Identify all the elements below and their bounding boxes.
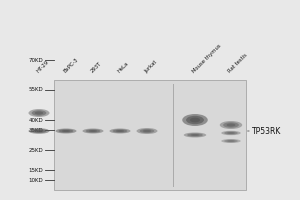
FancyBboxPatch shape [54,80,246,190]
Text: 40KD: 40KD [29,117,44,122]
Ellipse shape [224,140,238,142]
Text: TP53RK: TP53RK [248,127,281,136]
Ellipse shape [28,109,50,117]
Ellipse shape [136,128,158,134]
Ellipse shape [59,129,73,133]
Ellipse shape [184,132,206,138]
Ellipse shape [32,129,46,133]
Text: 15KD: 15KD [29,168,44,172]
Ellipse shape [227,132,235,134]
Ellipse shape [82,129,103,134]
Text: Rat testis: Rat testis [227,53,249,74]
Ellipse shape [190,118,200,122]
Ellipse shape [28,128,50,134]
Ellipse shape [187,133,203,137]
Text: 70KD: 70KD [29,58,44,62]
Ellipse shape [143,130,151,132]
Ellipse shape [113,129,127,133]
Ellipse shape [224,131,238,135]
Text: 55KD: 55KD [29,87,44,92]
Text: 25KD: 25KD [29,148,44,152]
Ellipse shape [89,130,97,132]
Text: HT-29: HT-29 [35,60,50,74]
Ellipse shape [56,129,76,134]
Ellipse shape [186,116,204,124]
Text: 10KD: 10KD [29,178,44,182]
Ellipse shape [220,121,242,129]
Ellipse shape [62,130,70,132]
Ellipse shape [227,140,235,142]
Ellipse shape [140,129,154,133]
Ellipse shape [86,129,101,133]
Ellipse shape [116,130,124,132]
Text: HeLa: HeLa [116,61,129,74]
Ellipse shape [226,123,236,127]
Text: Jurkat: Jurkat [143,60,158,74]
Text: Mouse thymus: Mouse thymus [191,43,222,74]
Ellipse shape [32,110,46,116]
Ellipse shape [190,134,200,136]
Ellipse shape [182,114,208,126]
Ellipse shape [223,122,239,128]
Text: 35KD: 35KD [29,128,44,132]
Ellipse shape [221,131,241,135]
Text: 293T: 293T [89,61,102,74]
Ellipse shape [221,139,241,143]
Text: BxPC-3: BxPC-3 [62,57,79,74]
Ellipse shape [35,130,43,132]
Ellipse shape [35,111,43,115]
Ellipse shape [110,129,130,134]
